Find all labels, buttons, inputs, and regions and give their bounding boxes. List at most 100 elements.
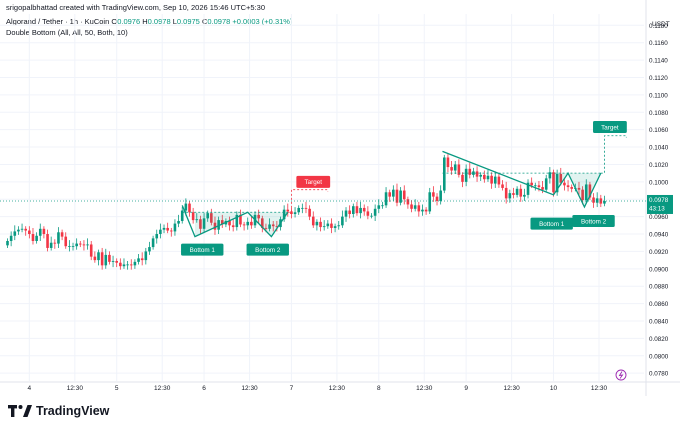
y-tick-label: 0.1120 <box>649 75 668 82</box>
y-tick-label: 0.0920 <box>649 249 669 256</box>
pattern-zigzag <box>181 205 289 238</box>
x-tick-label: 12:30 <box>241 385 258 392</box>
candle-body <box>82 244 86 246</box>
target-label-box <box>296 175 331 188</box>
candle-body <box>188 203 191 213</box>
candle-body <box>370 215 373 217</box>
candle-body <box>119 262 122 267</box>
candle-body <box>191 212 195 221</box>
bottom1-label-box <box>181 243 224 256</box>
candle-body <box>304 207 308 209</box>
candle-body <box>71 246 75 248</box>
candle-body <box>213 222 217 230</box>
candle-body <box>443 157 446 191</box>
candle-body <box>38 228 42 236</box>
candle-body <box>479 174 482 177</box>
bottom2-label-box <box>572 214 615 227</box>
candle-body <box>472 171 475 175</box>
candle-body <box>24 228 27 231</box>
last-price-value: 0.0978 <box>649 197 669 204</box>
candle-body <box>555 174 559 193</box>
candle-body <box>122 264 126 267</box>
indicator-legend[interactable]: Double Bottom (All, All, 50, Both, 10) <box>6 28 128 37</box>
candle-body <box>432 192 435 197</box>
candle-body <box>286 209 290 212</box>
candle-body <box>359 207 362 214</box>
candle-body <box>453 164 457 171</box>
candle-body <box>544 178 548 190</box>
candle-body <box>362 207 366 212</box>
candle-body <box>6 240 9 246</box>
symbol-legend[interactable]: Algorand / Tether · 1h · KuCoin O0.0976 … <box>6 17 292 26</box>
candle-body <box>86 244 89 246</box>
candle-body <box>129 264 133 266</box>
candle-body <box>46 234 49 248</box>
x-tick-label: 9 <box>464 385 468 392</box>
y-tick-label: 0.1020 <box>649 162 669 169</box>
candle-body <box>388 192 391 197</box>
alert-lightning-icon[interactable] <box>615 369 627 381</box>
candle-body <box>137 258 140 262</box>
candle-body <box>220 220 224 225</box>
candle-body <box>577 187 581 190</box>
candle-body <box>413 205 417 209</box>
candle-body <box>111 260 115 262</box>
candle-body <box>508 193 512 199</box>
x-tick-label: 12:30 <box>416 385 433 392</box>
candle-body <box>534 185 537 187</box>
candle-body <box>410 204 413 209</box>
candle-body <box>217 220 220 230</box>
candle-body <box>352 206 355 215</box>
candle-body <box>75 243 78 247</box>
y-tick-label: 0.1000 <box>649 179 669 186</box>
candle-body <box>399 190 402 203</box>
candle-body <box>588 184 592 198</box>
pattern-fill <box>194 212 288 237</box>
y-tick-label: 0.0940 <box>649 232 669 239</box>
candle-body <box>322 226 326 228</box>
y-tick-label: 0.0800 <box>649 353 669 360</box>
candle-body <box>148 247 151 252</box>
y-tick-label: 0.1100 <box>649 92 668 99</box>
candle-body <box>315 221 319 226</box>
y-tick-label: 0.0840 <box>649 318 669 325</box>
y-tick-label: 0.0820 <box>649 336 669 343</box>
candle-body <box>275 226 279 228</box>
candle-body <box>231 225 235 228</box>
candle-body <box>28 230 31 235</box>
candle-body <box>79 243 82 245</box>
candle-body <box>20 228 24 230</box>
candle-body <box>537 185 541 188</box>
x-tick-label: 7 <box>290 385 294 392</box>
double-bottom-pattern: Bottom 1 Bottom 2 Target <box>181 175 331 256</box>
y-tick-label: 0.1060 <box>649 127 669 134</box>
candle-body <box>115 260 118 263</box>
bottom1-label: Bottom 1 <box>190 247 216 254</box>
candle-body <box>93 256 97 261</box>
candles <box>6 153 606 270</box>
candle-body <box>257 214 260 219</box>
candle-body <box>126 264 129 266</box>
x-tick-label: 12:30 <box>503 385 520 392</box>
candle-body <box>384 192 388 206</box>
x-tick-label: 12:30 <box>67 385 84 392</box>
candle-body <box>468 168 472 175</box>
candle-body <box>319 221 322 228</box>
candle-body <box>563 182 566 186</box>
candle-body <box>333 226 337 228</box>
candle-body <box>552 172 555 193</box>
high-value: 0.0978 <box>147 17 171 26</box>
open-value: 0.0976 <box>117 17 141 26</box>
candle-body <box>57 232 60 244</box>
x-tick-label: 6 <box>202 385 206 392</box>
candle-body <box>89 244 93 257</box>
candle-body <box>461 174 464 182</box>
candle-body <box>242 224 246 226</box>
candle-body <box>341 216 344 226</box>
candle-body <box>486 175 490 180</box>
candle-body <box>177 220 180 224</box>
candle-body <box>464 168 468 182</box>
target-label: Target <box>601 124 619 131</box>
candle-body <box>475 171 479 177</box>
